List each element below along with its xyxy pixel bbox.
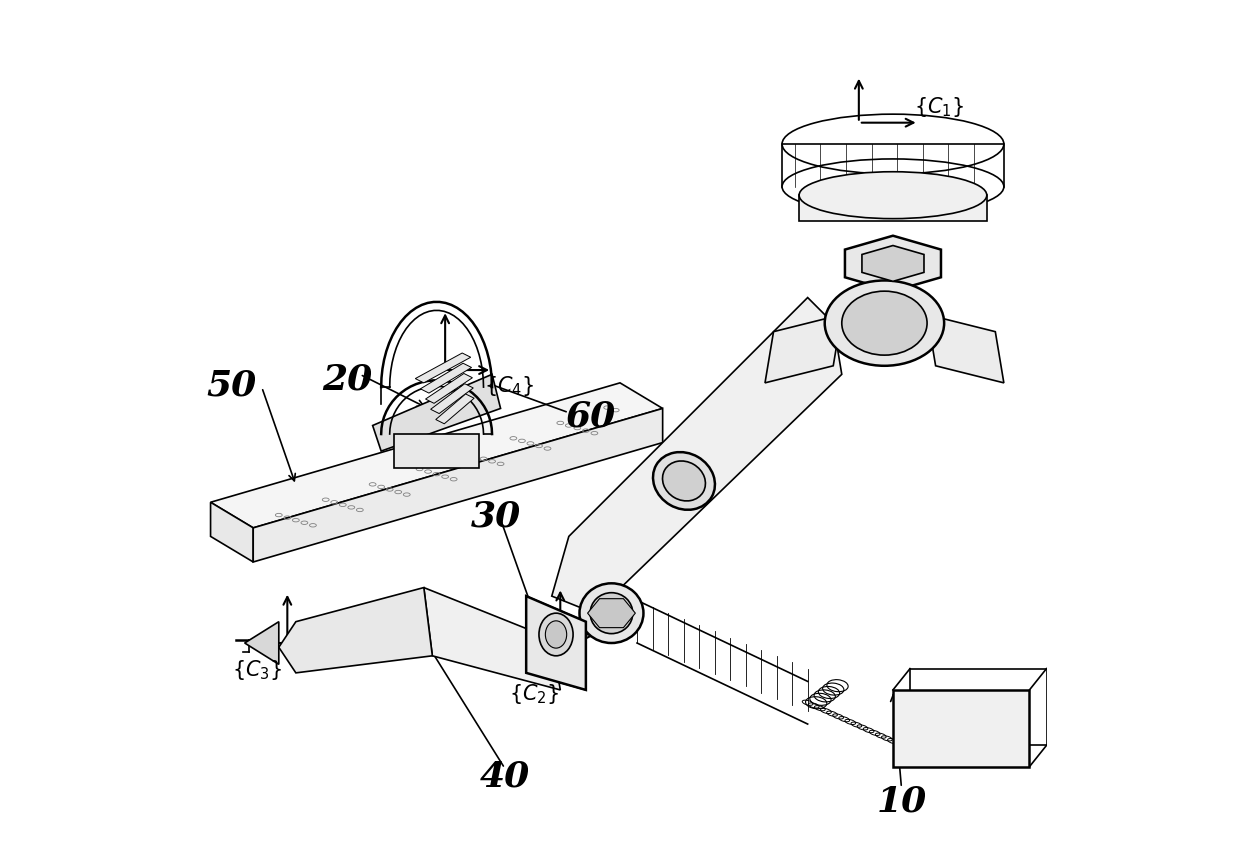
- Polygon shape: [394, 435, 479, 469]
- Polygon shape: [588, 599, 635, 628]
- Polygon shape: [373, 375, 501, 452]
- Polygon shape: [425, 374, 472, 404]
- Polygon shape: [844, 237, 941, 292]
- Ellipse shape: [546, 621, 567, 648]
- Ellipse shape: [799, 172, 987, 219]
- Polygon shape: [526, 596, 585, 690]
- Polygon shape: [430, 384, 474, 414]
- Polygon shape: [435, 394, 474, 424]
- Polygon shape: [799, 196, 987, 222]
- Polygon shape: [424, 588, 560, 690]
- Text: 30: 30: [471, 498, 522, 532]
- Ellipse shape: [842, 292, 928, 356]
- Ellipse shape: [825, 281, 944, 366]
- Text: $\{C_2\}$: $\{C_2\}$: [510, 682, 560, 705]
- Text: 50: 50: [207, 368, 257, 402]
- Text: 20: 20: [322, 362, 372, 396]
- Polygon shape: [552, 298, 842, 613]
- Text: $\{C_3\}$: $\{C_3\}$: [232, 657, 283, 681]
- Polygon shape: [211, 503, 253, 562]
- Polygon shape: [765, 315, 842, 383]
- Text: $\{C_4\}$: $\{C_4\}$: [484, 373, 534, 397]
- Polygon shape: [420, 364, 471, 394]
- Text: $\{C_1\}$: $\{C_1\}$: [914, 95, 965, 118]
- Polygon shape: [279, 588, 433, 673]
- Text: 10: 10: [877, 784, 926, 818]
- Ellipse shape: [782, 160, 1004, 216]
- Text: 60: 60: [565, 399, 615, 433]
- Ellipse shape: [579, 584, 644, 643]
- Polygon shape: [211, 383, 662, 528]
- Polygon shape: [862, 246, 924, 282]
- Ellipse shape: [539, 613, 573, 656]
- Ellipse shape: [590, 593, 632, 634]
- Polygon shape: [928, 315, 1004, 383]
- Polygon shape: [415, 354, 471, 383]
- Polygon shape: [244, 622, 279, 665]
- Polygon shape: [893, 690, 1029, 767]
- Polygon shape: [253, 409, 662, 562]
- Ellipse shape: [662, 462, 706, 501]
- Text: 40: 40: [480, 758, 529, 792]
- Ellipse shape: [653, 452, 715, 510]
